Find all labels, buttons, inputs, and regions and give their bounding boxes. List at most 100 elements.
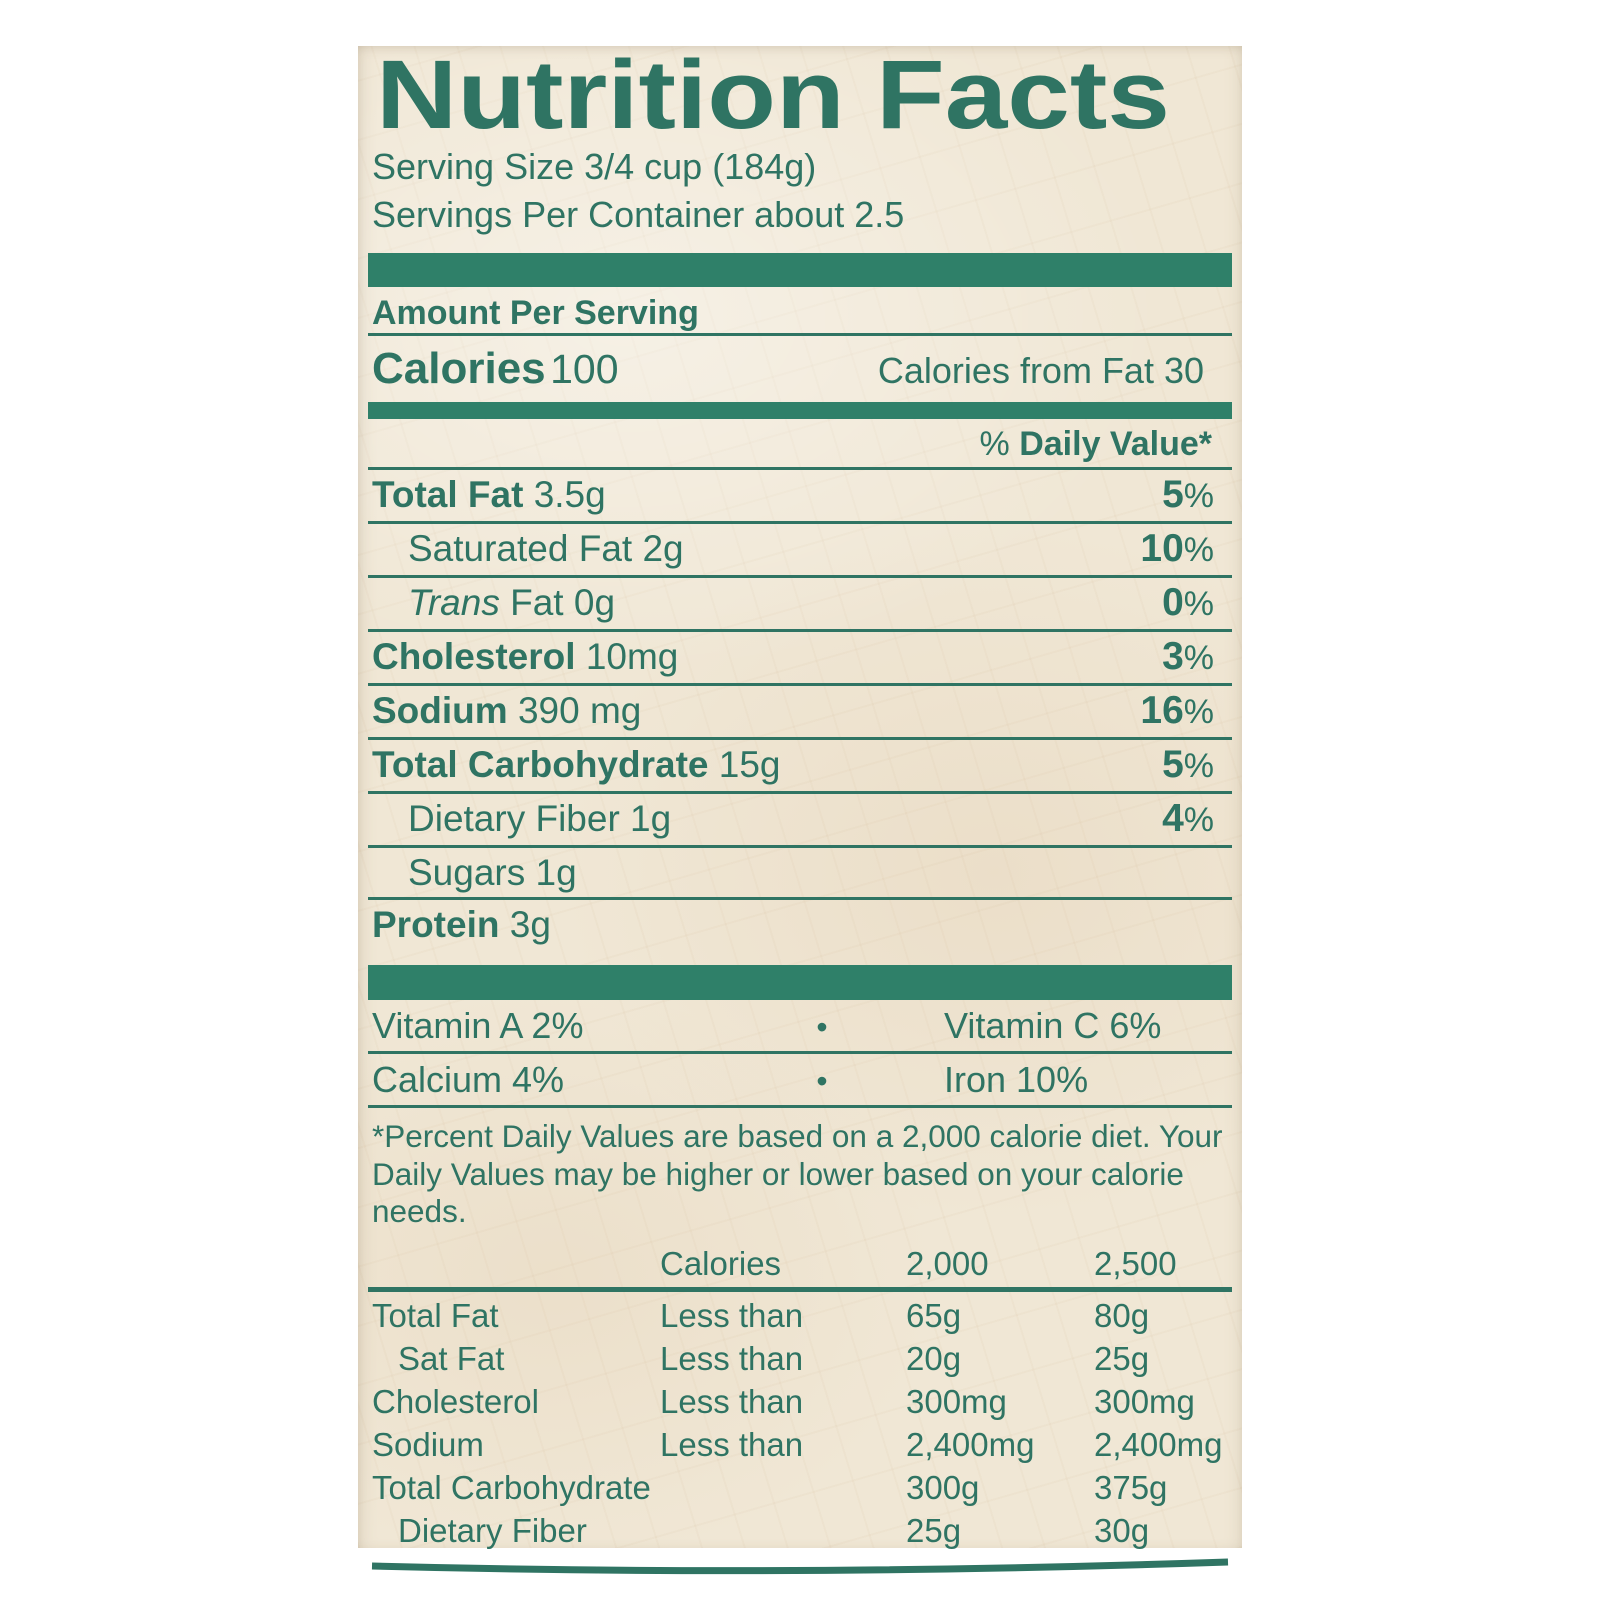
servings-per-container: Servings Per Container about 2.5 xyxy=(372,194,905,235)
reference-header-cell xyxy=(372,1245,660,1283)
calories-label: Calories xyxy=(372,344,546,393)
nutrient-row: Trans Fat 0g 0% xyxy=(368,578,1232,632)
nutrient-name: Sodium 390 mg xyxy=(372,690,641,731)
reference-qualifier xyxy=(660,1509,906,1552)
amount-per-serving-heading: Amount Per Serving xyxy=(368,287,1232,336)
daily-value-header-text: Daily Value* xyxy=(1019,425,1212,463)
nutrient-name-bold: Protein xyxy=(372,904,500,945)
reference-table-row: Total Fat Less than 65g 80g xyxy=(368,1294,1232,1337)
daily-value-cell: 5% xyxy=(1162,474,1232,517)
reference-header-cell: Calories xyxy=(660,1244,782,1282)
reference-label: Total Carbohydrate xyxy=(372,1468,651,1506)
percent-sign: % xyxy=(979,425,1010,463)
reference-qualifier: Less than xyxy=(660,1339,804,1377)
reference-qualifier: Less than xyxy=(660,1425,804,1463)
percent-sign: % xyxy=(1183,477,1214,515)
vitamin-left: Vitamin A 2% xyxy=(372,1005,584,1046)
reference-value-2000: 65g xyxy=(906,1296,962,1334)
percent-sign: % xyxy=(1183,801,1214,839)
vitamin-left: Calcium 4% xyxy=(372,1059,565,1100)
serving-size: Serving Size 3/4 cup (184g) xyxy=(372,146,817,187)
reference-value-2500: 80g xyxy=(1094,1296,1150,1334)
vitamin-row: Vitamin A 2% • Vitamin C 6% xyxy=(368,1000,1232,1054)
daily-value-cell: 0% xyxy=(1162,582,1232,625)
calories-cell: Calories 100 xyxy=(372,344,619,394)
nutrient-name: Dietary Fiber 1g xyxy=(372,798,671,839)
reference-value-2500: 30g xyxy=(1094,1511,1150,1549)
nutrient-row: Sugars 1g xyxy=(368,848,1232,900)
nutrient-amount: 1g xyxy=(619,798,672,839)
reference-qualifier: Less than xyxy=(660,1382,804,1420)
reference-value-2500: 2,400mg xyxy=(1094,1425,1223,1463)
reference-header-cell: 2,000 xyxy=(906,1244,989,1282)
reference-label: Total Fat xyxy=(372,1296,499,1334)
daily-value-number: 16 xyxy=(1140,689,1184,732)
section-divider-bar-top xyxy=(368,253,1232,287)
reference-value-2500: 375g xyxy=(1094,1468,1168,1506)
reference-label: Cholesterol xyxy=(372,1382,539,1420)
nutrient-name-plain: Sugars xyxy=(408,852,526,893)
reference-table-row: Sodium Less than 2,400mg 2,400mg xyxy=(368,1423,1232,1466)
reference-table-row: Dietary Fiber 25g 30g xyxy=(368,1509,1232,1552)
reference-table-row: Total Carbohydrate 300g 375g xyxy=(368,1466,1232,1509)
percent-sign: % xyxy=(1183,531,1214,569)
serving-info: Serving Size 3/4 cup (184g) Servings Per… xyxy=(372,143,1232,239)
reference-value-2000: 25g xyxy=(906,1511,962,1549)
reference-table-header: Calories 2,000 2,500 xyxy=(368,1245,1232,1292)
nutrient-amount: 3g xyxy=(499,904,551,945)
reference-value-2500: 300mg xyxy=(1094,1382,1195,1420)
reference-header-cell: 2,500 xyxy=(1094,1244,1177,1282)
nutrient-name-plain: Saturated Fat xyxy=(408,528,633,569)
daily-value-cell: 16% xyxy=(1140,690,1232,733)
amount-per-serving-text: Amount Per Serving xyxy=(372,294,699,332)
bullet-separator: • xyxy=(816,1009,828,1045)
nutrient-row: Saturated Fat 2g 10% xyxy=(368,524,1232,578)
daily-value-header: % Daily Value* xyxy=(368,419,1232,470)
nutrient-row: Total Fat 3.5g 5% xyxy=(368,470,1232,524)
nutrient-rows: Total Fat 3.5g 5% Saturated Fat 2g 10% Trans… xyxy=(368,470,1232,965)
nutrient-amount: 0g xyxy=(563,582,616,623)
reference-value-2000: 20g xyxy=(906,1339,962,1377)
nutrient-amount: 15g xyxy=(708,744,781,785)
percent-sign: % xyxy=(1183,693,1214,731)
nutrient-name-bold: Cholesterol xyxy=(372,636,576,677)
nutrient-name: Sugars 1g xyxy=(372,852,577,893)
nutrient-name: Total Carbohydrate 15g xyxy=(372,744,780,785)
nutrient-row: Dietary Fiber 1g 4% xyxy=(368,794,1232,848)
reference-label: Sat Fat xyxy=(398,1339,505,1377)
nutrient-name-plain: Fat xyxy=(499,582,564,623)
calories-divider-bar xyxy=(368,402,1232,419)
nutrient-row: Protein 3g xyxy=(368,900,1232,965)
bottom-curved-rule xyxy=(371,1558,1229,1574)
daily-value-cell: 10% xyxy=(1140,528,1232,571)
daily-value-number: 3 xyxy=(1162,635,1184,678)
vitamin-right: Iron 10% xyxy=(944,1059,1089,1100)
nutrient-row: Sodium 390 mg 16% xyxy=(368,686,1232,740)
percent-sign: % xyxy=(1183,639,1214,677)
reference-value-2500: 25g xyxy=(1094,1339,1150,1377)
percent-sign: % xyxy=(1183,585,1214,623)
nutrient-name: Saturated Fat 2g xyxy=(372,528,684,569)
nutrient-name-bold: Sodium xyxy=(372,690,508,731)
daily-value-cell: 3% xyxy=(1162,636,1232,679)
vitamin-rows: Vitamin A 2% • Vitamin C 6% Calcium 4% • Iron… xyxy=(368,1000,1232,1108)
nutrient-name-bold: Total Carbohydrate xyxy=(372,744,709,785)
reference-table: Calories 2,000 2,500 Total Fat Less than 65g… xyxy=(368,1245,1232,1552)
nutrient-name: Trans Fat 0g xyxy=(372,582,615,623)
nutrient-amount: 2g xyxy=(632,528,684,569)
nutrient-amount: 10mg xyxy=(575,636,679,677)
nutrient-name: Protein 3g xyxy=(372,904,551,945)
calories-row: Calories 100 Calories from Fat 30 xyxy=(368,336,1232,402)
daily-value-number: 5 xyxy=(1162,473,1184,516)
daily-value-number: 5 xyxy=(1162,743,1184,786)
daily-value-cell: 4% xyxy=(1162,798,1232,841)
nutrient-name: Total Fat 3.5g xyxy=(372,474,606,515)
nutrient-name: Cholesterol 10mg xyxy=(372,636,678,677)
nutrient-amount: 390 mg xyxy=(507,690,642,731)
reference-table-body: Total Fat Less than 65g 80g Sat Fat Less than… xyxy=(368,1294,1232,1552)
vitamin-right: Vitamin C 6% xyxy=(944,1005,1162,1046)
daily-value-number: 10 xyxy=(1140,527,1184,570)
section-divider-bar-bottom xyxy=(368,965,1232,1000)
daily-value-cell: 5% xyxy=(1162,744,1232,787)
